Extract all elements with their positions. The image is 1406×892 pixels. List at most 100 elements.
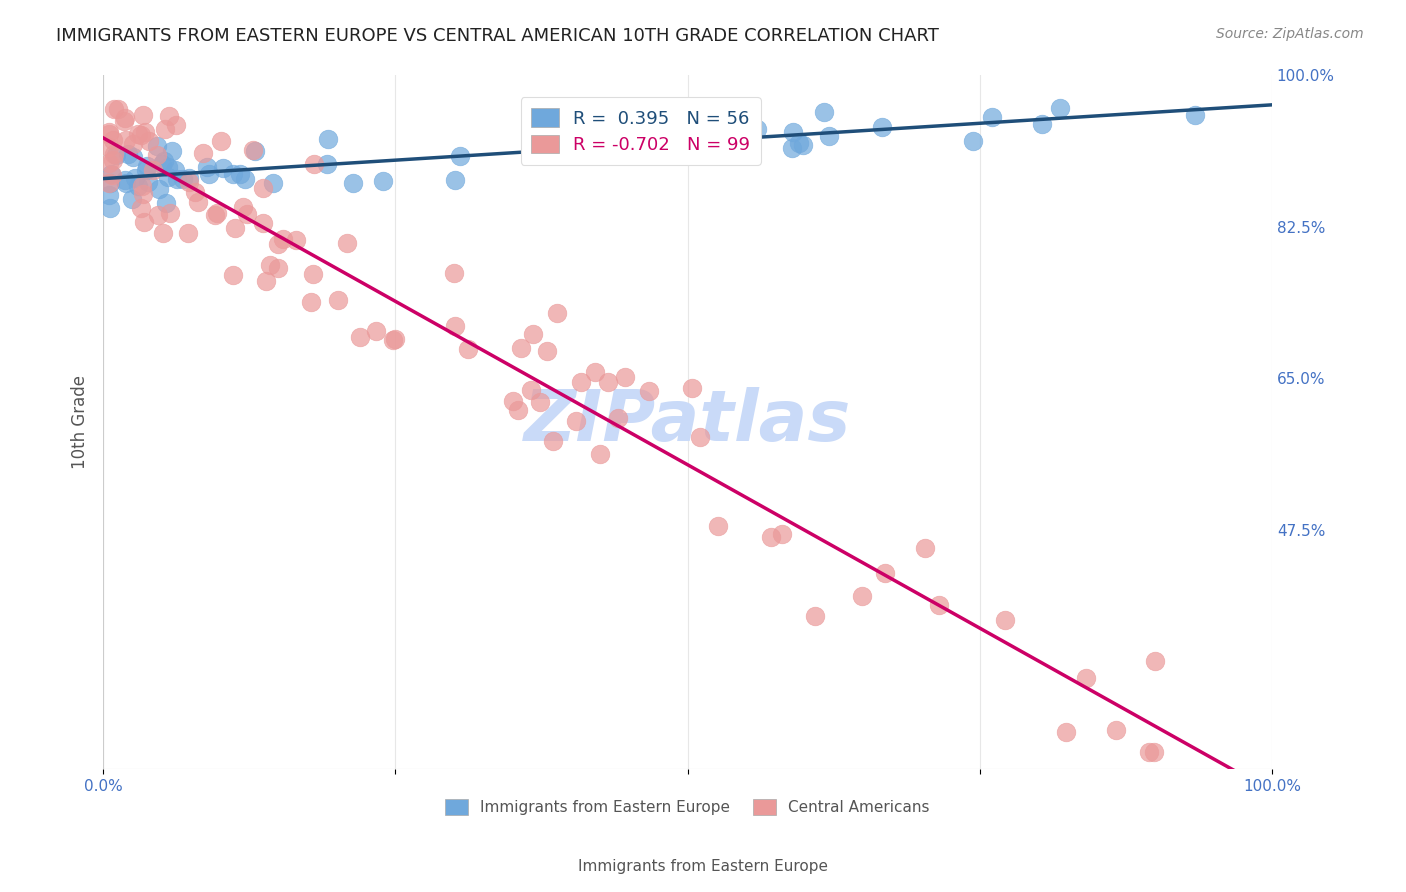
Point xyxy=(103,146,125,161)
Point xyxy=(121,137,143,152)
Point xyxy=(252,216,274,230)
Y-axis label: 10th Grade: 10th Grade xyxy=(72,375,89,469)
Point xyxy=(962,134,984,148)
Point xyxy=(565,413,588,427)
Point xyxy=(928,598,950,612)
Point xyxy=(1143,745,1166,759)
Point xyxy=(614,369,637,384)
Point xyxy=(443,266,465,280)
Point xyxy=(138,134,160,148)
Point xyxy=(1031,117,1053,131)
Point xyxy=(818,128,841,143)
Point xyxy=(1184,108,1206,122)
Point xyxy=(177,226,200,240)
Point xyxy=(1054,725,1077,739)
Point xyxy=(187,195,209,210)
Point xyxy=(222,167,245,181)
Point xyxy=(98,201,121,215)
Point xyxy=(259,258,281,272)
Point xyxy=(209,135,232,149)
Point xyxy=(284,233,307,247)
Point xyxy=(98,155,121,169)
Point xyxy=(1137,745,1160,759)
Point xyxy=(98,176,121,190)
Point xyxy=(316,132,339,146)
Point xyxy=(364,325,387,339)
Point xyxy=(103,102,125,116)
Point xyxy=(792,137,814,152)
Point xyxy=(506,403,529,417)
Point xyxy=(271,232,294,246)
Point xyxy=(583,365,606,379)
Point xyxy=(127,127,149,141)
Text: ZIPatlas: ZIPatlas xyxy=(524,387,851,457)
Point xyxy=(336,236,359,251)
Point xyxy=(502,393,524,408)
Point xyxy=(100,167,122,181)
Point xyxy=(98,187,121,202)
Point xyxy=(607,410,630,425)
Point xyxy=(569,375,592,389)
Point xyxy=(132,215,155,229)
Point xyxy=(117,147,139,161)
Point xyxy=(135,162,157,177)
Point xyxy=(770,527,793,541)
Point xyxy=(165,119,187,133)
Point xyxy=(233,171,256,186)
Point xyxy=(731,123,754,137)
Point xyxy=(596,376,619,390)
Point xyxy=(242,143,264,157)
Point xyxy=(212,161,235,175)
Point xyxy=(129,201,152,215)
Point xyxy=(205,206,228,220)
Point xyxy=(328,293,350,307)
Point xyxy=(107,102,129,116)
Point xyxy=(994,613,1017,627)
Point xyxy=(98,140,121,154)
Point xyxy=(780,141,803,155)
Point xyxy=(115,133,138,147)
Point xyxy=(166,171,188,186)
Point xyxy=(142,163,165,178)
Point xyxy=(153,154,176,169)
Point xyxy=(1074,671,1097,685)
Point xyxy=(1104,723,1126,738)
Point xyxy=(267,260,290,275)
Point xyxy=(124,171,146,186)
Point xyxy=(155,195,177,210)
Point xyxy=(146,208,169,222)
Point xyxy=(804,609,827,624)
Point xyxy=(195,161,218,175)
Point xyxy=(177,175,200,189)
Point xyxy=(150,157,173,171)
Point xyxy=(457,342,479,356)
Point xyxy=(373,173,395,187)
Point xyxy=(444,319,467,334)
Point xyxy=(529,395,551,409)
Point xyxy=(875,566,897,581)
Point xyxy=(134,125,156,139)
Point xyxy=(245,144,267,158)
Point xyxy=(131,179,153,194)
Point xyxy=(127,178,149,193)
Point xyxy=(520,383,543,397)
Point xyxy=(98,125,121,139)
Point xyxy=(707,518,730,533)
Text: IMMIGRANTS FROM EASTERN EUROPE VS CENTRAL AMERICAN 10TH GRADE CORRELATION CHART: IMMIGRANTS FROM EASTERN EUROPE VS CENTRA… xyxy=(56,27,939,45)
Legend: Immigrants from Eastern Europe, Central Americans: Immigrants from Eastern Europe, Central … xyxy=(436,790,939,824)
Point xyxy=(254,274,277,288)
Point xyxy=(546,306,568,320)
Point xyxy=(157,109,180,123)
Point xyxy=(231,200,253,214)
Point xyxy=(1049,101,1071,115)
Point xyxy=(156,160,179,174)
Point xyxy=(114,111,136,125)
Point xyxy=(522,327,544,342)
Point xyxy=(236,206,259,220)
Point xyxy=(782,125,804,139)
Point xyxy=(342,176,364,190)
Point xyxy=(146,138,169,153)
Point xyxy=(105,148,128,162)
Point xyxy=(152,226,174,240)
Point xyxy=(851,589,873,603)
